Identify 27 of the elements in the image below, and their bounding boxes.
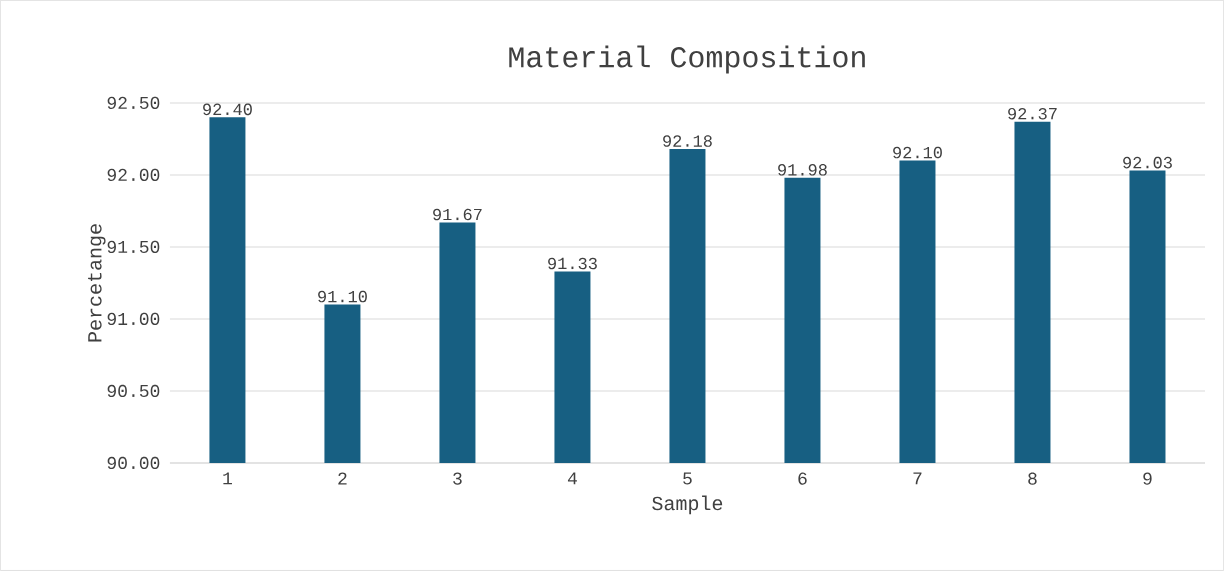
y-tick-label: 91.50 <box>107 240 160 254</box>
y-tick-label: 91.00 <box>107 312 160 326</box>
x-tick-label: 3 <box>453 472 462 485</box>
data-label: 92.03 <box>1123 156 1172 169</box>
x-tick-label: 2 <box>338 472 347 485</box>
data-label: 92.37 <box>1008 107 1057 120</box>
x-tick-label: 9 <box>1143 472 1152 485</box>
y-tick-label: 92.50 <box>107 96 160 110</box>
data-label: 92.18 <box>663 135 712 147</box>
x-tick-label: 4 <box>567 472 577 485</box>
x-tick-label: 5 <box>683 472 692 485</box>
y-tick-label: 90.50 <box>107 384 160 398</box>
data-label: 91.98 <box>778 164 827 176</box>
data-label: 91.33 <box>548 257 597 270</box>
data-label: 92.10 <box>893 146 942 159</box>
chart-title: Material Composition <box>509 45 865 74</box>
y-axis-title: Percetange <box>88 224 106 342</box>
x-tick-label: 1 <box>223 472 232 485</box>
x-tick-label: 8 <box>1028 472 1037 485</box>
data-label: 91.67 <box>433 208 482 221</box>
x-axis-title: Sample <box>652 495 723 515</box>
data-label: 92.40 <box>203 103 252 116</box>
y-tick-label: 90.00 <box>107 456 160 470</box>
x-tick-label: 7 <box>913 472 922 485</box>
x-tick-label: 6 <box>798 472 807 485</box>
data-label: 91.10 <box>318 290 367 303</box>
y-tick-label: 92.00 <box>107 168 160 182</box>
